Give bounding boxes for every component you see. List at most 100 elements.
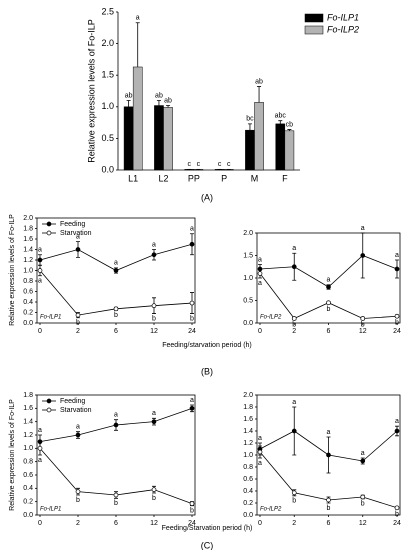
marker [189,405,195,411]
significance-letter: ab [155,92,163,99]
x-tick-label: 0 [38,328,42,335]
x-tick-label: 6 [114,328,118,335]
y-tick-label: 1.6 [23,405,33,412]
marker [189,300,195,306]
marker [37,445,43,451]
marker [360,316,366,321]
significance-letter: b [76,320,80,327]
y-tick-label: 2.0 [23,215,33,222]
marker [394,428,400,434]
x-tick-label: PP [188,173,200,183]
legend-label: Starvation [60,230,92,237]
legend-label: Fo-ILP1 [327,12,359,22]
y-tick-label: 1.0 [243,275,253,282]
significance-letter: a [258,435,262,442]
marker [291,428,297,434]
legend-marker [46,407,52,413]
y-tick-label: 2.5 [101,6,114,16]
inner-label: Fo-ILP1 [40,507,61,513]
marker [291,264,297,270]
x-tick-label: 12 [359,328,367,335]
marker [113,306,119,312]
significance-letter: c [227,161,231,168]
x-tick-label: 24 [393,520,401,527]
x-tick-label: 0 [38,520,42,527]
marker [257,449,263,455]
significance-letter: b [190,315,194,322]
significance-letter: a [38,427,42,434]
y-tick-label: 0.5 [243,297,253,304]
y-axis-label: Relative expression levels of Fo-ILP [86,19,96,163]
marker [151,252,157,258]
x-tick-label: 6 [327,520,331,527]
inner-label: Fo-ILP2 [260,507,282,513]
marker [360,253,366,258]
significance-letter: a [76,233,80,240]
y-tick-label: 0.8 [23,459,33,466]
marker [151,419,157,425]
marker [113,268,119,273]
marker [75,432,81,438]
marker [37,257,43,263]
significance-letter: c [188,161,192,168]
marker [291,490,297,496]
bar [163,107,173,171]
x-tick-label: 0 [258,328,262,335]
y-tick-label: 0.0 [243,512,253,519]
error-bar [287,129,292,131]
significance-letter: b [76,497,80,504]
significance-letter: b [114,500,118,507]
significance-letter: c [218,161,222,168]
significance-letter: b [361,501,365,508]
significance-letter: a [258,256,262,263]
legend-marker [46,221,52,227]
significance-letter: b [395,511,399,518]
marker [360,458,366,464]
significance-letter: b [395,319,399,326]
significance-letter: ab [164,97,172,104]
y-tick-label: 1.2 [23,432,33,439]
significance-letter: a [361,225,365,232]
error-bar [166,105,171,108]
marker [291,316,297,321]
legend-label: Starvation [60,407,92,414]
y-tick-label: 1.4 [243,428,253,435]
bar [123,106,134,171]
x-tick-label: 12 [150,328,158,335]
significance-letter: a [152,410,156,417]
y-tick-label: 0.8 [23,278,33,285]
significance-letter: a [395,252,399,259]
marker [394,505,400,511]
inner-label: Fo-ILP1 [40,315,61,321]
x-tick-label: 2 [76,520,80,527]
x-tick-label: 24 [188,328,196,335]
error-bar [278,120,283,124]
significance-letter: b [361,322,365,329]
x-tick-label: 6 [327,328,331,335]
x-tick-label: F [282,173,288,183]
y-tick-label: 0.8 [243,464,253,471]
marker [75,312,81,318]
bar [154,105,164,171]
y-tick-label: 1.2 [243,440,253,447]
y-tick-label: 0.6 [23,288,33,295]
legend-label: Feeding [60,398,85,405]
legend-label: Fo-ILP2 [327,24,359,34]
legend-swatch [304,13,324,23]
significance-letter: a [395,418,399,425]
marker [151,303,157,309]
marker [75,247,81,252]
marker [257,271,263,276]
bar [245,129,255,171]
y-axis-label: Relative expression levels of Fo-ILP [9,399,16,511]
inner-label: Fo-ILP2 [260,315,282,321]
significance-letter: a [327,429,331,436]
y-tick-label: 0.5 [101,133,114,143]
x-axis-label: Feeding/Starvation period (h) [162,525,253,532]
y-tick-label: 0.2 [23,309,33,316]
marker [360,494,366,500]
bar [132,66,143,171]
x-tick-label: M [251,173,259,183]
significance-letter: a [114,412,118,419]
